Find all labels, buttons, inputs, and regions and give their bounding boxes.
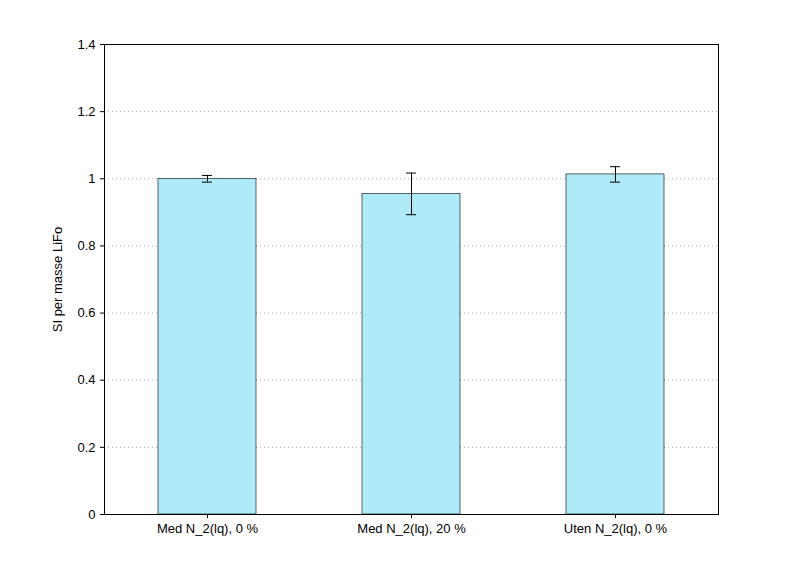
svg-text:1.4: 1.4 bbox=[77, 37, 95, 52]
svg-text:0.4: 0.4 bbox=[77, 372, 95, 387]
svg-text:0.6: 0.6 bbox=[77, 305, 95, 320]
svg-text:1.2: 1.2 bbox=[77, 104, 95, 119]
svg-text:Med N_2(lq), 0 %: Med N_2(lq), 0 % bbox=[157, 521, 259, 536]
svg-text:Uten N_2(lq), 0 %: Uten N_2(lq), 0 % bbox=[564, 521, 668, 536]
svg-text:0: 0 bbox=[88, 507, 95, 522]
svg-text:0.2: 0.2 bbox=[77, 440, 95, 455]
svg-text:1: 1 bbox=[88, 171, 95, 186]
svg-text:SI per masse LiFo: SI per masse LiFo bbox=[50, 227, 65, 333]
svg-text:0.8: 0.8 bbox=[77, 238, 95, 253]
svg-text:Med N_2(lq), 20 %: Med N_2(lq), 20 % bbox=[357, 521, 466, 536]
